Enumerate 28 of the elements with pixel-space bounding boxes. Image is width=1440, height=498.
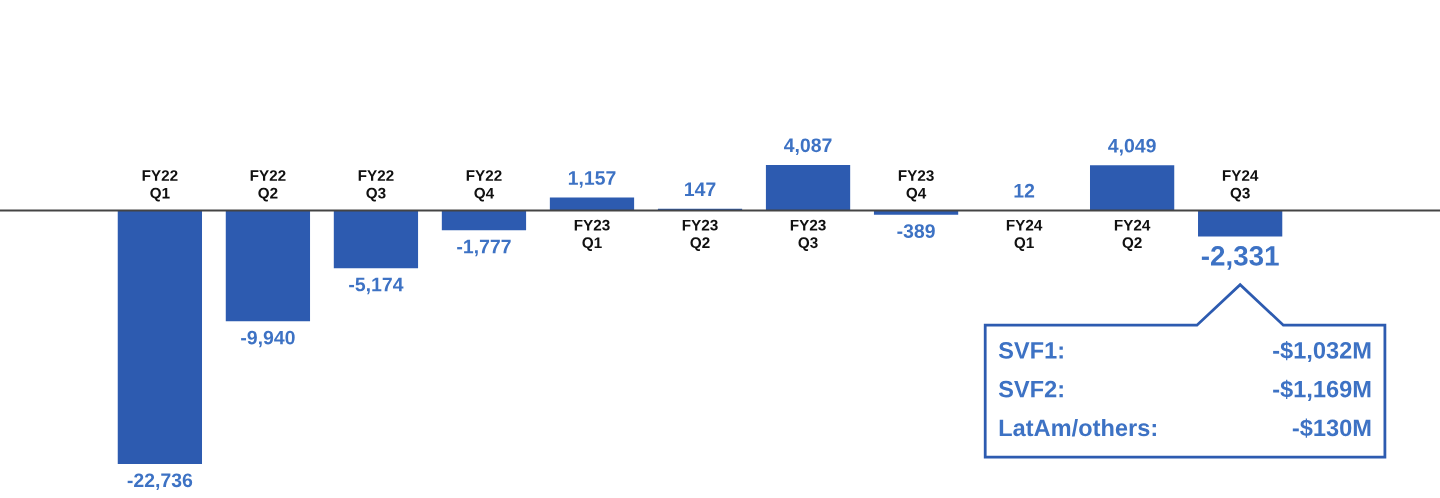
- x-tick-label: FY23 Q3: [790, 219, 826, 251]
- data-label: 147: [685, 182, 716, 196]
- x-tick-label: FY24 Q1: [1006, 219, 1043, 251]
- data-label: -1,777: [457, 239, 511, 257]
- x-tick-label: FY23 Q1: [574, 219, 610, 251]
- x-tick-label: FY24 Q3: [1222, 170, 1259, 202]
- data-label: -389: [897, 224, 935, 238]
- annotation: -$1,032M: [1273, 340, 1371, 363]
- data-label: -9,940: [241, 330, 295, 348]
- x-tick-label: FY22 Q3: [358, 170, 394, 202]
- data-label: -2,331: [1201, 246, 1279, 270]
- annotation: LatAm/others:: [999, 418, 1156, 437]
- data-label: 1,157: [568, 171, 616, 188]
- data-label: -5,174: [349, 277, 404, 295]
- x-tick-label: FY22 Q2: [250, 170, 286, 202]
- data-label: -22,736: [127, 473, 193, 490]
- annotation: SVF2:: [998, 380, 1063, 398]
- annotation: SVF1:: [998, 341, 1063, 359]
- x-tick-label: FY24 Q2: [1114, 219, 1151, 251]
- x-tick-label: FY22 Q4: [466, 170, 502, 202]
- data-label: 12: [1014, 183, 1035, 198]
- data-label: 4,049: [1108, 138, 1156, 156]
- annotation: -$130M: [1292, 418, 1371, 438]
- annotation: -$1,169M: [1273, 379, 1371, 401]
- x-tick-label: FY23 Q4: [898, 170, 934, 202]
- data-label: 4,087: [784, 138, 832, 155]
- x-tick-label: FY23 Q2: [682, 219, 718, 251]
- x-tick-label: FY22 Q1: [142, 170, 178, 202]
